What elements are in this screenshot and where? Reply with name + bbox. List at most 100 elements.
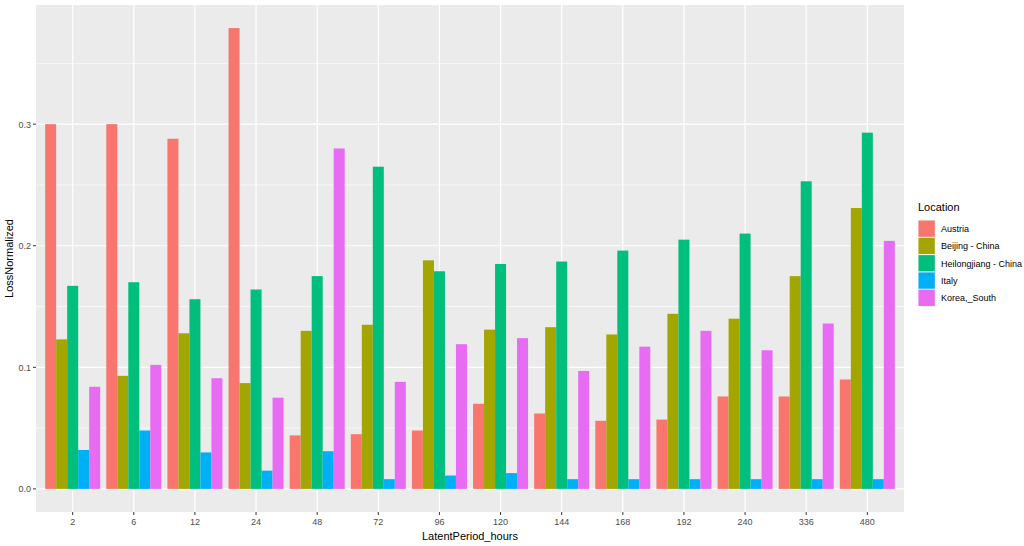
legend-key-background bbox=[918, 289, 935, 306]
legend-key-background bbox=[918, 237, 935, 254]
tick-label: 0.3 bbox=[18, 120, 31, 130]
tick-label: 0.0 bbox=[18, 484, 31, 494]
legend-label: Korea,_South bbox=[941, 293, 996, 303]
tick-mark bbox=[683, 512, 684, 515]
tick-label: 144 bbox=[554, 517, 569, 527]
legend-key-background bbox=[918, 255, 935, 272]
legend-label: Austria bbox=[941, 224, 969, 234]
bar bbox=[167, 139, 178, 489]
bar bbox=[812, 479, 823, 489]
legend-key bbox=[919, 290, 935, 306]
tick-mark bbox=[806, 512, 807, 515]
bar bbox=[606, 334, 617, 488]
bar bbox=[211, 378, 222, 489]
bar bbox=[128, 282, 139, 489]
bar bbox=[178, 333, 189, 489]
bar bbox=[189, 299, 200, 489]
tick-mark bbox=[256, 512, 257, 515]
panel-background bbox=[36, 5, 904, 512]
tick-label: 120 bbox=[493, 517, 508, 527]
tick-mark bbox=[33, 488, 36, 489]
tick-label: 72 bbox=[373, 517, 383, 527]
bar bbox=[78, 450, 89, 489]
bar bbox=[423, 260, 434, 489]
bar bbox=[884, 241, 895, 489]
bar bbox=[506, 473, 517, 489]
grid-line bbox=[36, 124, 904, 125]
bar bbox=[484, 330, 495, 489]
grid-line bbox=[36, 245, 904, 246]
bar bbox=[862, 133, 873, 489]
tick-label: 192 bbox=[676, 517, 691, 527]
tick-mark bbox=[33, 245, 36, 246]
legend-key bbox=[919, 238, 935, 254]
tick-label: 96 bbox=[434, 517, 444, 527]
tick-label: 12 bbox=[190, 517, 200, 527]
bar bbox=[762, 350, 773, 489]
legend-key-background bbox=[918, 220, 935, 237]
bar bbox=[117, 376, 128, 489]
y-axis-title: LossNormalized bbox=[3, 219, 15, 298]
bar bbox=[751, 479, 762, 489]
minor-grid-line bbox=[36, 184, 904, 185]
tick-label: 0.1 bbox=[18, 363, 31, 373]
bar bbox=[312, 276, 323, 489]
tick-label: 24 bbox=[251, 517, 261, 527]
bar bbox=[578, 371, 589, 489]
bar bbox=[840, 379, 851, 488]
tick-mark bbox=[439, 512, 440, 515]
bar bbox=[56, 339, 67, 489]
legend-title: Location bbox=[918, 201, 960, 213]
tick-mark bbox=[33, 124, 36, 125]
bar bbox=[200, 452, 211, 488]
tick-label: 6 bbox=[131, 517, 136, 527]
tick-label: 336 bbox=[799, 517, 814, 527]
bar bbox=[445, 476, 456, 489]
tick-mark bbox=[561, 512, 562, 515]
chart: 0.00.10.20.32612244872961201441681922403… bbox=[0, 0, 1024, 546]
minor-grid-line bbox=[36, 306, 904, 307]
bar bbox=[273, 398, 284, 489]
tick-label: 480 bbox=[860, 517, 875, 527]
legend-label: Italy bbox=[941, 276, 958, 286]
bar bbox=[851, 208, 862, 489]
minor-grid-line bbox=[36, 63, 904, 64]
minor-grid-line bbox=[36, 428, 904, 429]
bar bbox=[667, 314, 678, 489]
bar bbox=[262, 471, 273, 489]
legend-key-background bbox=[918, 272, 935, 289]
bar bbox=[729, 319, 740, 489]
bar bbox=[700, 331, 711, 489]
legend-key bbox=[919, 272, 935, 288]
bar bbox=[323, 451, 334, 489]
tick-label: 0.2 bbox=[18, 241, 31, 251]
bar bbox=[628, 479, 639, 489]
bar bbox=[534, 414, 545, 489]
bar bbox=[351, 434, 362, 489]
x-axis-title: LatentPeriod_hours bbox=[422, 530, 519, 542]
tick-mark bbox=[867, 512, 868, 515]
bar bbox=[617, 251, 628, 489]
tick-mark bbox=[72, 512, 73, 515]
bar bbox=[240, 383, 251, 489]
bar bbox=[150, 365, 161, 489]
bar bbox=[823, 324, 834, 489]
bar bbox=[412, 431, 423, 489]
tick-mark bbox=[194, 512, 195, 515]
tick-label: 240 bbox=[738, 517, 753, 527]
bar bbox=[873, 479, 884, 489]
bar bbox=[801, 181, 812, 489]
tick-mark bbox=[33, 367, 36, 368]
tick-mark bbox=[500, 512, 501, 515]
grid-line bbox=[36, 488, 904, 489]
tick-label: 48 bbox=[312, 517, 322, 527]
bar bbox=[689, 479, 700, 489]
bar bbox=[45, 124, 56, 489]
bar bbox=[373, 167, 384, 489]
grid-line bbox=[36, 367, 904, 368]
bar bbox=[567, 479, 578, 489]
bar bbox=[229, 28, 240, 489]
bar bbox=[362, 325, 373, 489]
bar bbox=[718, 396, 729, 488]
bars bbox=[45, 28, 895, 489]
